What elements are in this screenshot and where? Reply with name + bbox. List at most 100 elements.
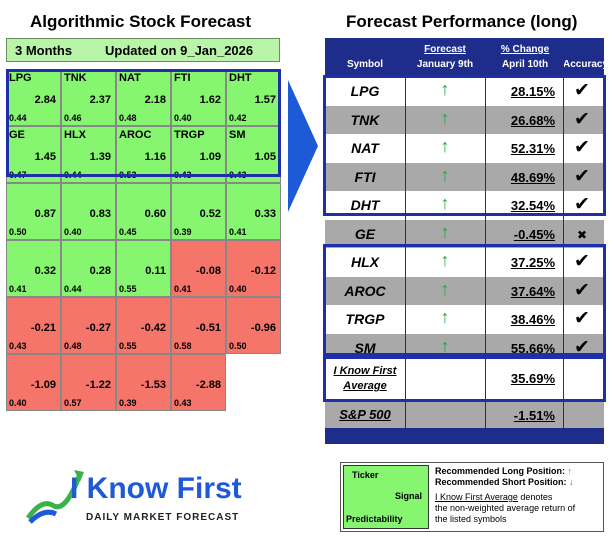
legend-short: Recommended Short Position: ↓ xyxy=(435,477,574,488)
row-change: 38.46% xyxy=(510,312,555,327)
forecast-up-arrow-icon: ↑ xyxy=(440,335,450,356)
forecast-up-arrow-icon: ↑ xyxy=(440,221,450,242)
cell-predictability: 0.48 xyxy=(119,113,137,123)
cell-predictability: 0.41 xyxy=(174,284,192,294)
row-symbol: DHT xyxy=(350,197,380,213)
cell-signal: 0.83 xyxy=(89,208,111,220)
row-symbol: GE xyxy=(354,225,376,242)
cell-signal: -1.22 xyxy=(85,379,111,391)
header-forecast-date: January 9th xyxy=(416,59,474,70)
highlight-group-1 xyxy=(323,75,606,216)
header-forecast: Forecast xyxy=(424,44,466,55)
row-symbol: HLX xyxy=(351,254,379,270)
logo-tagline: DAILY MARKET FORECAST xyxy=(86,512,240,523)
cell-predictability: 0.58 xyxy=(174,341,192,351)
forecast-header-bar: 3 Months Updated on 9_Jan_2026 xyxy=(6,38,280,62)
table-footer-bar xyxy=(325,428,604,444)
average-row: I Know First Average 35.69% xyxy=(325,358,604,400)
sp500-value: -1.51% xyxy=(513,408,555,423)
forecast-cell: 0.87 0.50 xyxy=(6,183,61,240)
forecast-up-arrow-icon: ↑ xyxy=(440,250,450,270)
cell-predictability: 0.44 xyxy=(9,113,27,123)
performance-row: HLX ↑ 37.25% ✔ xyxy=(325,248,604,277)
legend-note-link: I Know First Average xyxy=(435,492,518,502)
row-change: 26.68% xyxy=(510,112,555,128)
forecast-cell: 0.28 0.44 xyxy=(61,240,116,297)
highlight-average xyxy=(323,356,606,402)
right-arrow-icon xyxy=(288,80,318,212)
cell-predictability: 0.55 xyxy=(119,284,137,294)
performance-row: NAT ↑ 52.31% ✔ xyxy=(325,134,604,163)
row-change: -0.45% xyxy=(513,226,555,242)
row-change: 28.15% xyxy=(510,84,555,99)
forecast-cell: LPG 2.84 0.44 xyxy=(6,69,61,126)
legend-long-text: Recommended Long Position: xyxy=(435,466,566,476)
legend-down-arrow-icon: ↓ xyxy=(569,477,574,487)
performance-table-header: Symbol Forecast January 9th % Change Apr… xyxy=(325,38,608,76)
logo-swoosh-icon xyxy=(25,470,84,524)
check-icon: ✔ xyxy=(574,137,590,158)
forecast-cell: 0.52 0.39 xyxy=(171,183,226,240)
legend-sample-cell: Ticker Signal Predictability xyxy=(343,465,429,529)
forecast-cell: 0.83 0.40 xyxy=(61,183,116,240)
cell-signal: -1.53 xyxy=(140,379,166,391)
check-icon: ✔ xyxy=(574,308,590,329)
cell-signal: -0.12 xyxy=(250,265,276,277)
forecast-cell: -0.42 0.55 xyxy=(116,297,171,354)
forecast-cell: -0.27 0.48 xyxy=(61,297,116,354)
forecast-cell: 0.33 0.41 xyxy=(226,183,281,240)
row-symbol: NAT xyxy=(351,140,379,156)
cross-icon: ✖ xyxy=(576,227,588,242)
cell-predictability: 0.42 xyxy=(229,113,247,123)
performance-row: GE ↑ -0.45% ✖ xyxy=(325,219,604,248)
cell-symbol: DHT xyxy=(229,72,252,84)
forecast-up-arrow-icon: ↑ xyxy=(440,278,450,299)
header-symbol: Symbol xyxy=(346,59,384,70)
header-change: % Change xyxy=(500,44,550,55)
cell-signal: 0.52 xyxy=(199,208,221,220)
cell-predictability: 0.40 xyxy=(64,227,82,237)
cell-signal: -0.21 xyxy=(30,322,56,334)
cell-signal: -0.27 xyxy=(85,322,111,334)
forecast-up-arrow-icon: ↑ xyxy=(440,107,450,128)
updated-label: Updated on 9_Jan_2026 xyxy=(105,43,254,58)
cell-predictability: 0.55 xyxy=(119,341,137,351)
cell-symbol: TRGP xyxy=(174,129,205,141)
cell-signal: 0.11 xyxy=(145,265,166,277)
cell-signal: -1.09 xyxy=(30,379,56,391)
check-icon: ✔ xyxy=(574,194,590,215)
average-value: 35.69% xyxy=(510,371,555,386)
cell-signal: 1.05 xyxy=(254,151,276,163)
row-change: 37.25% xyxy=(510,255,555,270)
legend-note-3: the listed symbols xyxy=(435,514,507,524)
cell-signal: -2.88 xyxy=(195,379,221,391)
cell-signal: -0.08 xyxy=(195,265,221,277)
cell-signal: 1.39 xyxy=(89,151,111,163)
legend-long: Recommended Long Position: ↑ xyxy=(435,466,572,477)
cell-signal: 0.32 xyxy=(34,265,56,277)
legend-predictability: Predictability xyxy=(346,514,403,524)
cell-signal: 0.60 xyxy=(144,208,166,220)
forecast-cell: NAT 2.18 0.48 xyxy=(116,69,171,126)
performance-row: TNK ↑ 26.68% ✔ xyxy=(325,105,604,134)
row-symbol: FTI xyxy=(354,168,376,185)
cell-symbol: FTI xyxy=(174,72,191,84)
forecast-cell: 0.11 0.55 xyxy=(116,240,171,297)
check-icon: ✔ xyxy=(574,108,590,130)
cell-predictability: 0.39 xyxy=(119,398,137,408)
period-label: 3 Months xyxy=(15,43,73,58)
performance-row: FTI ↑ 48.69% ✔ xyxy=(325,162,604,191)
check-icon: ✔ xyxy=(574,336,590,358)
forecast-cell: -0.12 0.40 xyxy=(226,240,281,297)
row-change: 52.31% xyxy=(510,141,555,156)
cell-predictability: 0.44 xyxy=(64,284,82,294)
legend-note-2: the non-weighted average return of xyxy=(435,503,576,513)
check-icon: ✔ xyxy=(574,279,590,301)
forecast-cell: -0.21 0.43 xyxy=(6,297,61,354)
forecast-up-arrow-icon: ↑ xyxy=(440,193,450,213)
legend-box: Ticker Signal Predictability Recommended… xyxy=(340,462,604,532)
cell-signal: 0.87 xyxy=(34,208,56,220)
legend-ticker: Ticker xyxy=(352,470,379,480)
cell-signal: 2.84 xyxy=(34,94,56,106)
cell-symbol: TNK xyxy=(64,72,87,84)
